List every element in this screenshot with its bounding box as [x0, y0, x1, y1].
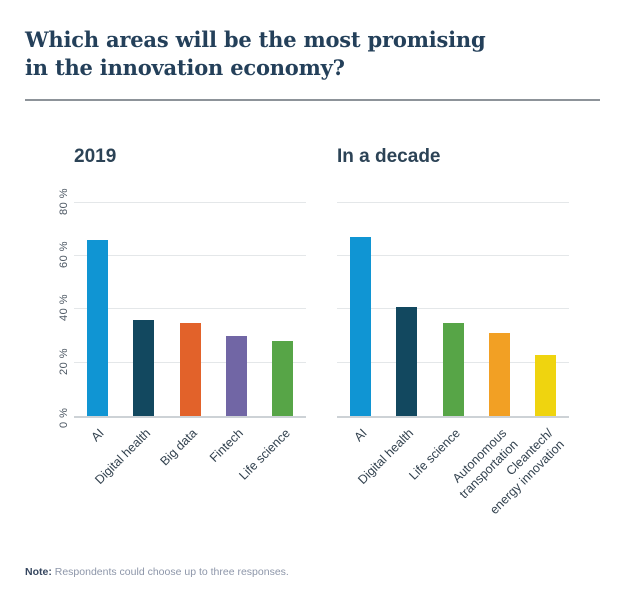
x-axis-category-label: AI: [88, 426, 108, 445]
plot-area: [337, 176, 569, 418]
y-axis-tick-label: 60 %: [58, 240, 70, 268]
bar: [272, 341, 294, 416]
x-axis-category-label: Fintech: [207, 426, 247, 465]
bar: [225, 336, 247, 416]
chart: AI Digital health Life science Autonomous t…: [337, 176, 569, 553]
bar: [535, 354, 557, 416]
gridline: [337, 308, 569, 310]
x-labels: AI Digital health Big data Fintech Life scie…: [74, 418, 306, 553]
chart-title-2019: 2019: [74, 146, 117, 167]
title-divider: [25, 99, 600, 101]
x-axis-category-label: Big data: [157, 426, 200, 469]
footnote: Note: Respondents could choose up to thr…: [25, 566, 289, 578]
bar: [396, 306, 418, 416]
bar: [86, 240, 108, 416]
chart-title-in-a-decade: In a decade: [337, 146, 441, 167]
bar: [488, 333, 510, 416]
gridline: [74, 255, 306, 256]
y-axis-tick-label: 80 %: [58, 187, 70, 215]
bar: [179, 322, 201, 416]
gridline: [74, 201, 306, 203]
y-axis-tick-label: 40 %: [58, 294, 70, 322]
x-labels: AI Digital health Life science Autonomous t…: [337, 418, 569, 553]
bar: [133, 320, 155, 416]
gridline: [74, 308, 306, 310]
bar: [442, 322, 464, 416]
gridline: [337, 201, 569, 203]
y-axis-tick-label: 20 %: [58, 347, 70, 375]
bar: [349, 237, 371, 416]
figure-title: Which areas will be the most promising i…: [25, 27, 486, 80]
footnote-text: Respondents could choose up to three res…: [51, 566, 289, 578]
y-axis-tick-label: 0 %: [58, 407, 70, 428]
footnote-label: Note:: [25, 566, 52, 578]
x-axis-category-label: AI: [351, 426, 371, 445]
chart: 0 % 20 % 40 % 60 % 80 % AI Digital health Big …: [58, 176, 306, 553]
gridline: [337, 255, 569, 256]
plot-area: 0 % 20 % 40 % 60 % 80 %: [58, 176, 306, 428]
